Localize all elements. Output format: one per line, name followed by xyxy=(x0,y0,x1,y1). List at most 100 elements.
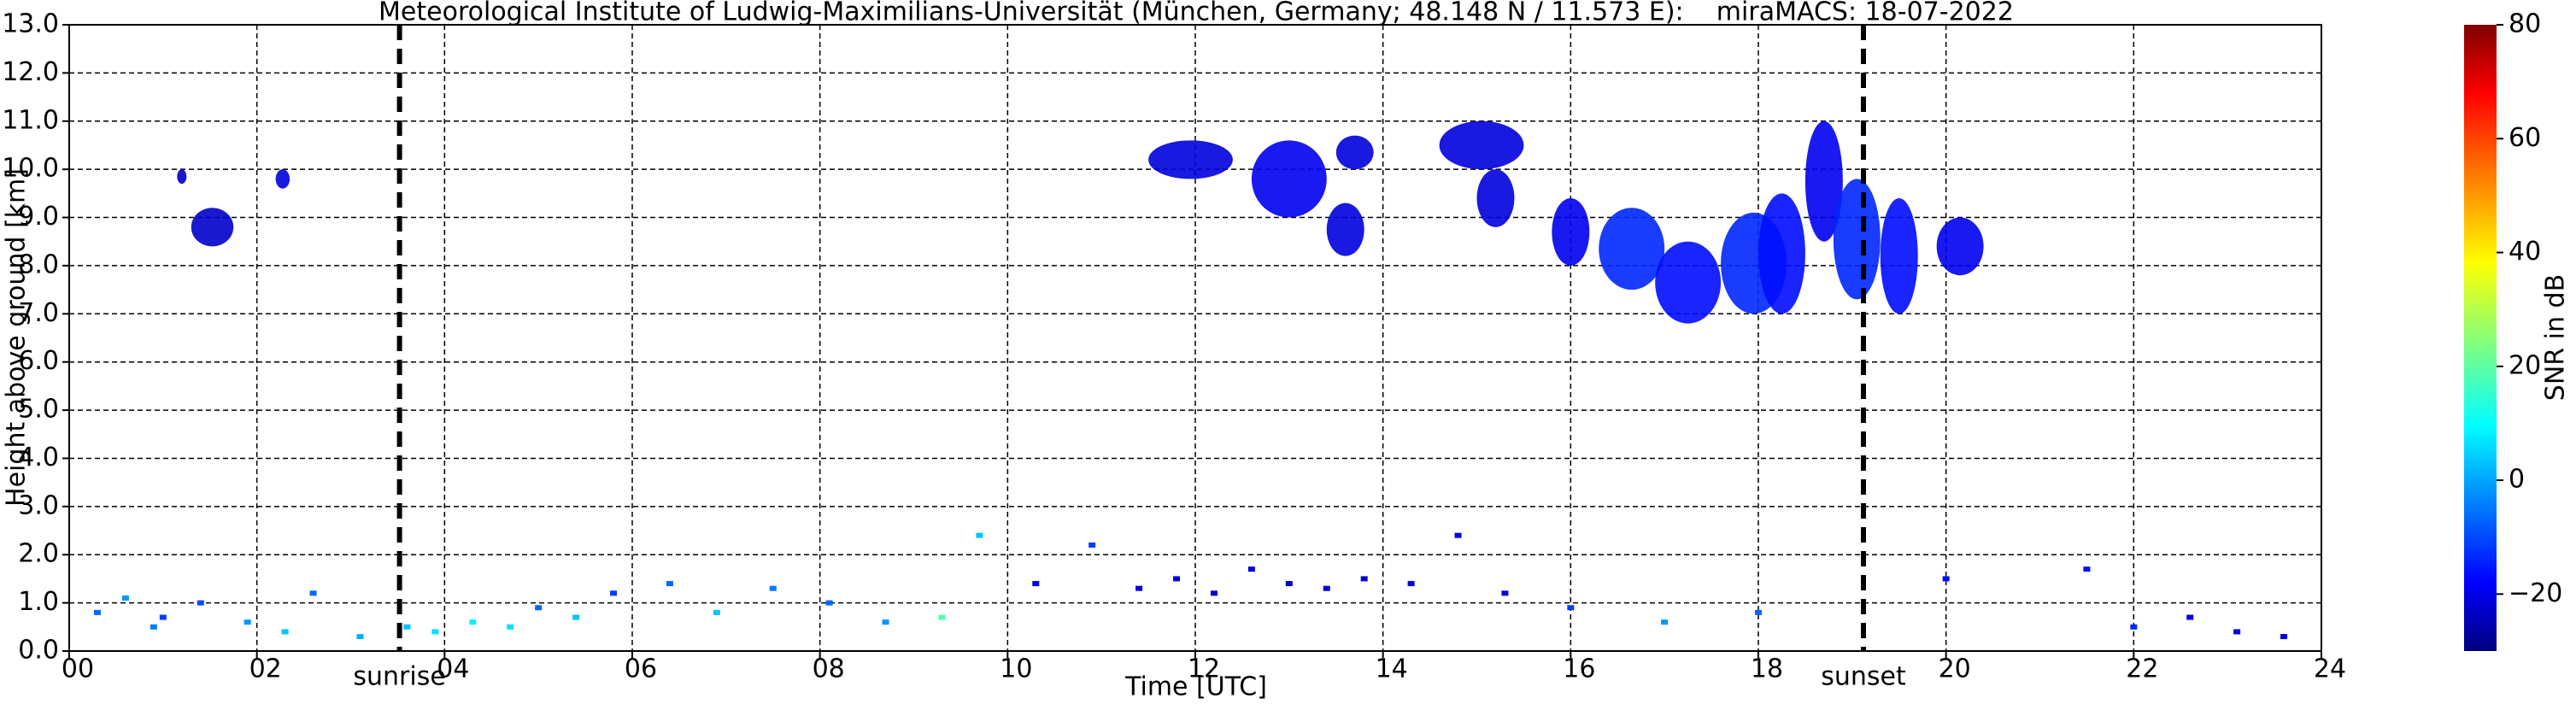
clutter-echo xyxy=(2130,624,2138,630)
x-tick-label: 04 xyxy=(437,654,469,684)
x-tick-label: 06 xyxy=(625,654,657,684)
clutter-echo xyxy=(1454,532,1462,538)
y-tick-label: 2.0 xyxy=(18,539,59,569)
y-tick-label: 8.0 xyxy=(18,249,59,279)
x-tick-label: 10 xyxy=(1000,654,1032,684)
colorbar-tick-label: 80 xyxy=(2509,9,2541,39)
x-tick-label: 14 xyxy=(1376,654,1408,684)
y-tick-label: 11.0 xyxy=(2,105,59,135)
clutter-echo xyxy=(1942,576,1950,582)
clutter-echo xyxy=(1247,566,1255,572)
event-label: sunrise xyxy=(353,662,445,692)
clutter-echo xyxy=(244,619,251,625)
clutter-echo xyxy=(769,585,777,591)
y-tick-label: 5.0 xyxy=(18,395,59,425)
clutter-echo xyxy=(159,614,167,620)
cloud-echo xyxy=(1655,241,1722,324)
x-tick-label: 12 xyxy=(1188,654,1220,684)
cloud-echo xyxy=(1148,140,1233,179)
x-tick-label: 22 xyxy=(2126,654,2158,684)
cloud-echo xyxy=(1599,208,1665,290)
clutter-echo xyxy=(1323,585,1330,591)
clutter-echo xyxy=(121,595,129,601)
y-tick-label: 13.0 xyxy=(2,9,59,39)
clutter-echo xyxy=(938,614,946,620)
clutter-echo xyxy=(281,629,289,635)
cloud-echo xyxy=(1439,120,1524,170)
clutter-echo xyxy=(469,619,477,625)
cloud-echo xyxy=(1804,120,1843,242)
cloud-echo xyxy=(1251,140,1327,218)
clutter-echo xyxy=(1032,581,1040,587)
x-tick-label: 24 xyxy=(2314,654,2346,684)
y-tick-label: 12.0 xyxy=(2,57,59,87)
y-tick-label: 0.0 xyxy=(18,636,59,666)
cloud-echo xyxy=(1552,197,1590,266)
clutter-echo xyxy=(507,624,514,630)
colorbar-label: SNR in dB xyxy=(2541,274,2571,401)
y-axis-label: Height above ground [km] xyxy=(2,168,32,507)
colorbar xyxy=(2464,25,2497,651)
chart-title: Meteorological Institute of Ludwig-Maxim… xyxy=(378,0,2014,27)
y-tick-label: 10.0 xyxy=(2,154,59,184)
clutter-echo xyxy=(610,590,618,596)
clutter-echo xyxy=(1407,581,1415,587)
clutter-echo xyxy=(1088,542,1096,548)
clutter-echo xyxy=(2083,566,2091,572)
x-tick-label: 18 xyxy=(1751,654,1783,684)
colorbar-tick-label: 60 xyxy=(2509,123,2541,153)
y-tick-label: 4.0 xyxy=(18,443,59,472)
clutter-echo xyxy=(356,634,364,640)
clutter-echo xyxy=(1501,590,1509,596)
clutter-echo xyxy=(572,614,580,620)
x-tick-label: 16 xyxy=(1563,654,1595,684)
clutter-echo xyxy=(2280,634,2288,640)
clutter-echo xyxy=(1135,585,1143,591)
y-tick-label: 6.0 xyxy=(18,346,59,376)
y-tick-label: 1.0 xyxy=(18,587,59,617)
clutter-echo xyxy=(1173,576,1181,582)
clutter-echo xyxy=(1755,609,1762,615)
clutter-echo xyxy=(309,590,317,596)
clutter-echo xyxy=(1360,576,1368,582)
clutter-echo xyxy=(666,581,673,587)
x-tick-label: 02 xyxy=(249,654,282,684)
plot-frame xyxy=(68,24,2322,652)
clutter-echo xyxy=(431,629,439,635)
y-tick-label: 3.0 xyxy=(18,490,59,520)
clutter-echo xyxy=(197,600,204,606)
x-axis-label: Time [UTC] xyxy=(1124,672,1267,702)
clutter-echo xyxy=(1210,590,1218,596)
clutter-echo xyxy=(825,600,833,606)
colorbar-tick-label: 20 xyxy=(2509,350,2541,380)
colorbar-tick-label: −20 xyxy=(2509,578,2562,608)
cloud-echo xyxy=(191,208,234,247)
cloud-echo xyxy=(1335,135,1374,170)
clutter-echo xyxy=(403,624,411,630)
clutter-echo xyxy=(93,609,101,615)
event-label: sunset xyxy=(1821,662,1906,692)
cloud-echo xyxy=(1758,193,1805,314)
clutter-echo xyxy=(535,605,543,611)
x-tick-label: 00 xyxy=(62,654,94,684)
clutter-echo xyxy=(2186,614,2194,620)
clutter-echo xyxy=(1285,581,1293,587)
clutter-echo xyxy=(2233,629,2241,635)
cloud-echo xyxy=(1833,179,1881,300)
clutter-echo xyxy=(713,609,720,615)
cloud-echo xyxy=(177,169,187,185)
cloud-echo xyxy=(1326,202,1364,256)
clutter-echo xyxy=(150,624,157,630)
y-tick-label: 9.0 xyxy=(18,202,59,232)
clutter-echo xyxy=(1567,605,1575,611)
clutter-echo xyxy=(1661,619,1669,625)
cloud-echo xyxy=(1880,197,1918,314)
colorbar-tick-label: 40 xyxy=(2509,237,2541,267)
y-tick-label: 7.0 xyxy=(18,298,59,328)
x-tick-label: 20 xyxy=(1939,654,1971,684)
x-tick-label: 08 xyxy=(813,654,845,684)
cloud-echo xyxy=(275,169,290,189)
colorbar-tick-label: 0 xyxy=(2509,465,2525,495)
cloud-echo xyxy=(1476,169,1515,227)
